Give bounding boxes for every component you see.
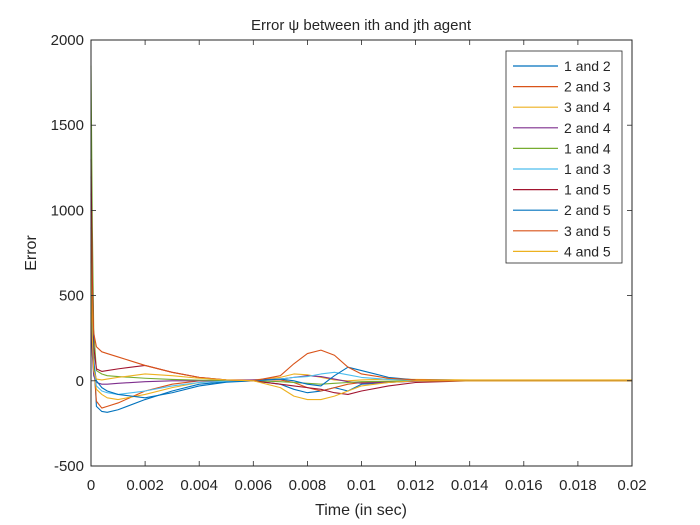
x-axis-label: Time (in sec) bbox=[315, 502, 407, 519]
chart-title: Error ψ between ith and jth agent bbox=[251, 17, 472, 34]
x-tick-label: 0.014 bbox=[451, 477, 489, 494]
legend-label: 2 and 4 bbox=[564, 120, 611, 136]
legend-label: 1 and 5 bbox=[564, 182, 611, 198]
legend-label: 1 and 3 bbox=[564, 161, 611, 177]
x-tick-label: 0.012 bbox=[397, 477, 435, 494]
y-tick-label: 500 bbox=[59, 288, 84, 305]
y-tick-label: 0 bbox=[76, 373, 84, 390]
x-tick-label: 0.01 bbox=[347, 477, 376, 494]
y-tick-label: 2000 bbox=[51, 32, 84, 49]
x-tick-label: 0.02 bbox=[617, 477, 646, 494]
legend-label: 4 and 5 bbox=[564, 243, 611, 259]
x-tick-label: 0.016 bbox=[505, 477, 543, 494]
y-tick-label: 1500 bbox=[51, 117, 84, 134]
series-line-9 bbox=[90, 210, 632, 382]
series-line-7 bbox=[90, 159, 632, 395]
legend-label: 1 and 4 bbox=[564, 140, 611, 156]
legend-label: 1 and 2 bbox=[564, 58, 611, 74]
legend-label: 2 and 5 bbox=[564, 202, 611, 218]
x-tick-label: 0.002 bbox=[126, 477, 164, 494]
x-tick-label: 0.008 bbox=[289, 477, 327, 494]
x-tick-label: 0.006 bbox=[235, 477, 273, 494]
x-tick-label: 0 bbox=[87, 477, 95, 494]
y-tick-label: 1000 bbox=[51, 202, 84, 219]
y-axis-label: Error bbox=[23, 235, 40, 271]
x-tick-label: 0.018 bbox=[559, 477, 597, 494]
legend-label: 3 and 5 bbox=[564, 223, 611, 239]
ticks-layer: 0 0.002 0.004 0.006 0.008 0.01 0.012 0.014 0.016… bbox=[51, 32, 647, 494]
legend-label: 3 and 4 bbox=[564, 99, 611, 115]
series-line-10 bbox=[90, 261, 632, 401]
legend: 1 and 2 2 and 3 3 and 4 2 and 4 1 and 4 1 and… bbox=[505, 50, 623, 264]
series-layer bbox=[90, 65, 632, 413]
y-tick-label: -500 bbox=[54, 458, 84, 475]
legend-label: 2 and 3 bbox=[564, 79, 611, 95]
x-tick-label: 0.004 bbox=[180, 477, 218, 494]
